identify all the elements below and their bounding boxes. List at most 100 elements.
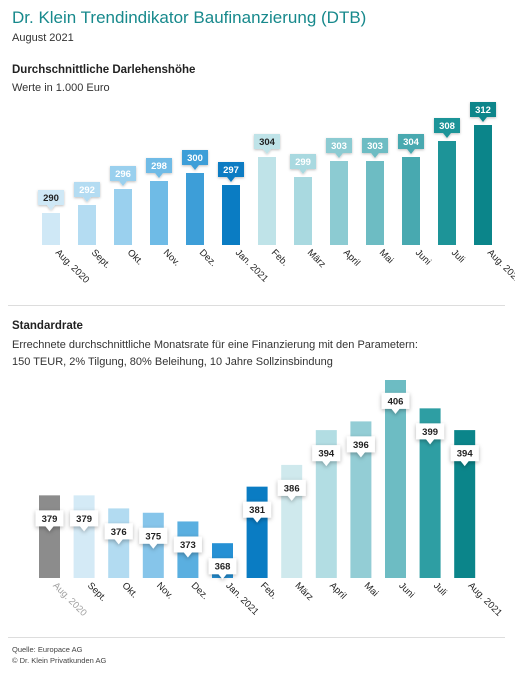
bar-group: 304 Feb. [254, 134, 290, 269]
x-tick-label: März [293, 580, 316, 603]
data-label: 394 [318, 449, 335, 460]
data-label-box [146, 158, 172, 178]
data-label-box [398, 134, 424, 154]
x-tick-label: Aug. 2021 [466, 580, 504, 618]
data-label: 297 [223, 165, 239, 176]
bar-group: 406 Juni [381, 380, 416, 600]
loan-amount-chart: 290 Aug. 2020 292 Sept. 296 Okt. 298 Nov. 300 Dez… [38, 102, 515, 286]
bar [294, 177, 312, 245]
data-label-box [381, 392, 410, 414]
bar [402, 157, 420, 245]
x-tick-label: April [327, 580, 348, 601]
bar-group: 399 Juli [416, 408, 449, 598]
x-tick-label: Sept. [85, 580, 108, 603]
data-label: 303 [367, 141, 383, 152]
data-label-box [182, 150, 208, 170]
data-label: 394 [457, 449, 474, 460]
x-tick-label: Aug. 2020 [53, 247, 91, 285]
data-label-box [450, 445, 479, 467]
section1-title: Durchschnittliche Darlehenshöhe [12, 64, 196, 76]
data-label: 304 [403, 137, 420, 148]
section2-desc-line2: 150 TEUR, 2% Tilgung, 80% Beleihung, 10 … [12, 356, 333, 368]
data-label: 290 [43, 193, 59, 204]
bar [330, 161, 348, 245]
x-tick-label: Dez. [197, 247, 219, 269]
x-tick-label: Dez. [189, 580, 211, 602]
bar-group: 303 April [326, 138, 362, 269]
bar-group: 379 Sept. [70, 495, 108, 604]
bar [350, 421, 372, 578]
bar-group: 375 Nov. [139, 512, 175, 601]
data-label-box [110, 166, 136, 186]
bar [78, 205, 96, 245]
data-label: 373 [180, 540, 196, 551]
data-label-box [254, 134, 280, 154]
data-label: 399 [422, 427, 438, 438]
x-tick-label: Juli [449, 247, 467, 265]
data-label: 312 [475, 105, 491, 116]
x-tick-label: Sept. [89, 247, 112, 270]
bar-group: 292 Sept. [74, 182, 112, 271]
bar-group: 386 März [277, 464, 316, 603]
copyright-note: © Dr. Klein Privatkunden AG [12, 656, 107, 665]
bar [474, 125, 492, 245]
x-tick-label: März [305, 247, 328, 270]
data-label-box [38, 190, 64, 210]
bar-group: 396 Mai [346, 421, 380, 599]
bar [419, 408, 441, 578]
x-tick-label: Nov. [154, 580, 175, 601]
bar-group: 304 Juni [398, 134, 433, 267]
x-tick-label: Jan. 2021 [223, 580, 260, 617]
bar [73, 495, 95, 578]
data-label: 308 [439, 121, 455, 132]
data-label: 298 [151, 161, 167, 172]
data-label-box [70, 510, 99, 532]
bar-group: 373 Dez. [173, 521, 211, 602]
data-label: 379 [76, 514, 92, 525]
section2-desc-line1: Errechnete durchschnittliche Monatsrate … [12, 339, 418, 351]
data-label-box [104, 523, 133, 545]
data-label-box [416, 423, 445, 445]
data-label-box [35, 510, 64, 532]
bar [222, 185, 240, 245]
data-label-box [362, 138, 388, 158]
x-tick-label: Juli [431, 580, 449, 598]
data-label-box [434, 118, 460, 138]
footer-divider [8, 637, 505, 638]
x-tick-label: Okt. [125, 247, 145, 267]
x-tick-label: Juni [396, 580, 416, 600]
data-label: 303 [331, 141, 347, 152]
bar-group: 303 Mai [362, 138, 395, 266]
data-label-box [218, 162, 244, 182]
data-label-box [208, 558, 237, 580]
data-label: 406 [388, 396, 404, 407]
bar-group: 300 Dez. [182, 150, 218, 269]
bar-group: 381 Feb. [243, 486, 279, 602]
bar-group: 394 April [312, 430, 348, 602]
data-label-box [139, 527, 168, 549]
bar-group: 308 Juli [434, 118, 467, 265]
data-label: 304 [259, 137, 276, 148]
data-label: 296 [115, 169, 131, 180]
data-label: 396 [353, 440, 369, 451]
bar [114, 189, 132, 245]
data-label: 368 [215, 562, 231, 573]
standard-rate-chart: 379 Aug. 2020 379 Sept. 376 Okt. 375 Nov. 373 Dez… [35, 380, 504, 619]
data-label-box [326, 138, 352, 158]
data-label: 375 [145, 531, 162, 542]
section-divider [8, 305, 505, 306]
x-tick-label: Feb. [269, 247, 290, 268]
data-label-box [277, 479, 306, 501]
data-label: 381 [249, 505, 266, 516]
bar [366, 161, 384, 245]
bar [385, 380, 406, 578]
data-label: 299 [295, 157, 311, 168]
data-label-box [312, 445, 341, 467]
data-label-box [346, 436, 375, 458]
bar-group: 312 Aug. 2021 [470, 102, 515, 286]
data-label-box [243, 501, 272, 523]
x-tick-label: Feb. [258, 580, 279, 601]
bar [246, 486, 268, 578]
data-label: 386 [284, 483, 300, 494]
data-label: 300 [187, 153, 203, 164]
